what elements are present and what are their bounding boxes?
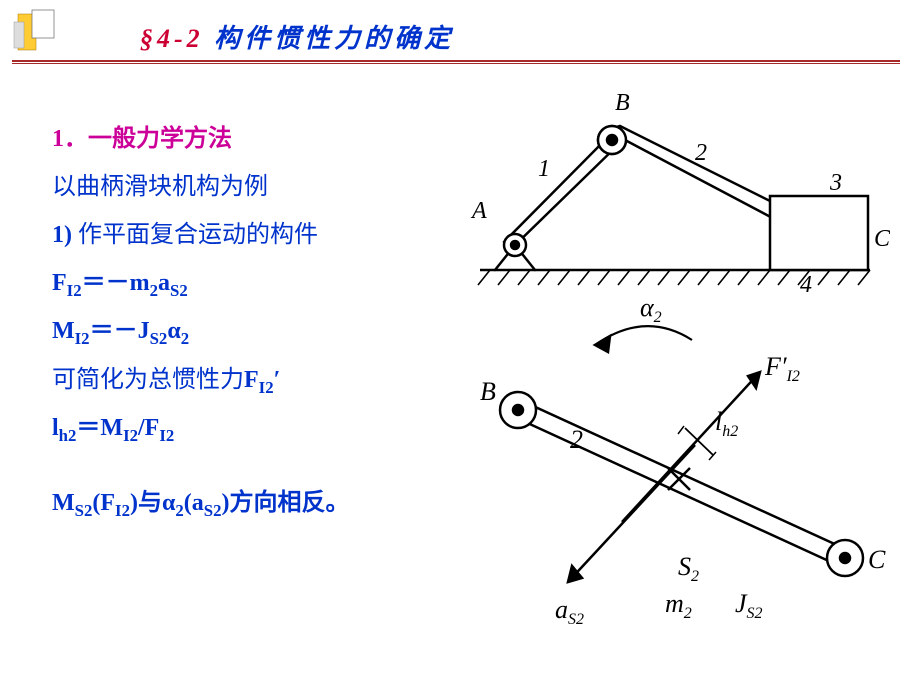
text-column: 1．一般力学方法 以曲柄滑块机构为例 1) 作平面复合运动的构件 FI2＝－m2… — [52, 115, 452, 527]
label-A: A — [470, 198, 487, 224]
fb-label-C: C — [868, 545, 886, 574]
fb-label-m2: m2 — [665, 589, 692, 622]
fb-label-lh2: lh2 — [715, 407, 738, 440]
fb-label-F: F′I2 — [764, 352, 800, 385]
line-2: 以曲柄滑块机构为例 — [52, 163, 452, 211]
label-2: 2 — [695, 140, 707, 166]
section-title: §4-2 构件惯性力的确定 — [140, 18, 454, 55]
label-1: 1 — [538, 156, 550, 182]
fb-label-alpha2: α2 — [640, 300, 662, 326]
label-C: C — [874, 226, 890, 252]
equation-2: MI2＝－JS2α2 — [52, 307, 452, 355]
fb-label-2: 2 — [570, 425, 583, 454]
title-rest: 构件惯性力的确定 — [214, 24, 454, 53]
title-section: §4-2 — [140, 24, 204, 53]
fb-label-aS2: aS2 — [555, 595, 584, 628]
line-1: 1．一般力学方法 — [52, 115, 452, 163]
fb-label-JS2: JS2 — [735, 589, 763, 622]
line-6: 可简化为总惯性力FI2′ — [52, 356, 452, 404]
top-rule — [12, 60, 900, 64]
diagram-area: A B C 1 2 3 4 — [460, 90, 890, 650]
mechanism-diagram: A B C 1 2 3 4 — [460, 90, 890, 300]
footer-line: MS2(FI2)与α2(aS2)方向相反。 — [52, 479, 452, 527]
freebody-diagram: B C 2 F′I2 lh2 aS2 S2 m2 JS2 α2 — [460, 300, 890, 650]
line-3: 1) 作平面复合运动的构件 — [52, 211, 452, 259]
corner-deco-icon — [12, 8, 60, 60]
label-4: 4 — [800, 272, 812, 298]
fb-label-S2: S2 — [678, 552, 699, 585]
label-3: 3 — [829, 170, 842, 196]
fb-label-B: B — [480, 377, 496, 406]
slide-root: §4-2 构件惯性力的确定 1．一般力学方法 以曲柄滑块机构为例 1) 作平面复… — [0, 0, 920, 690]
equation-3: lh2＝MI2/FI2 — [52, 404, 452, 452]
equation-1: FI2＝－m2aS2 — [52, 259, 452, 307]
label-B: B — [615, 90, 630, 116]
